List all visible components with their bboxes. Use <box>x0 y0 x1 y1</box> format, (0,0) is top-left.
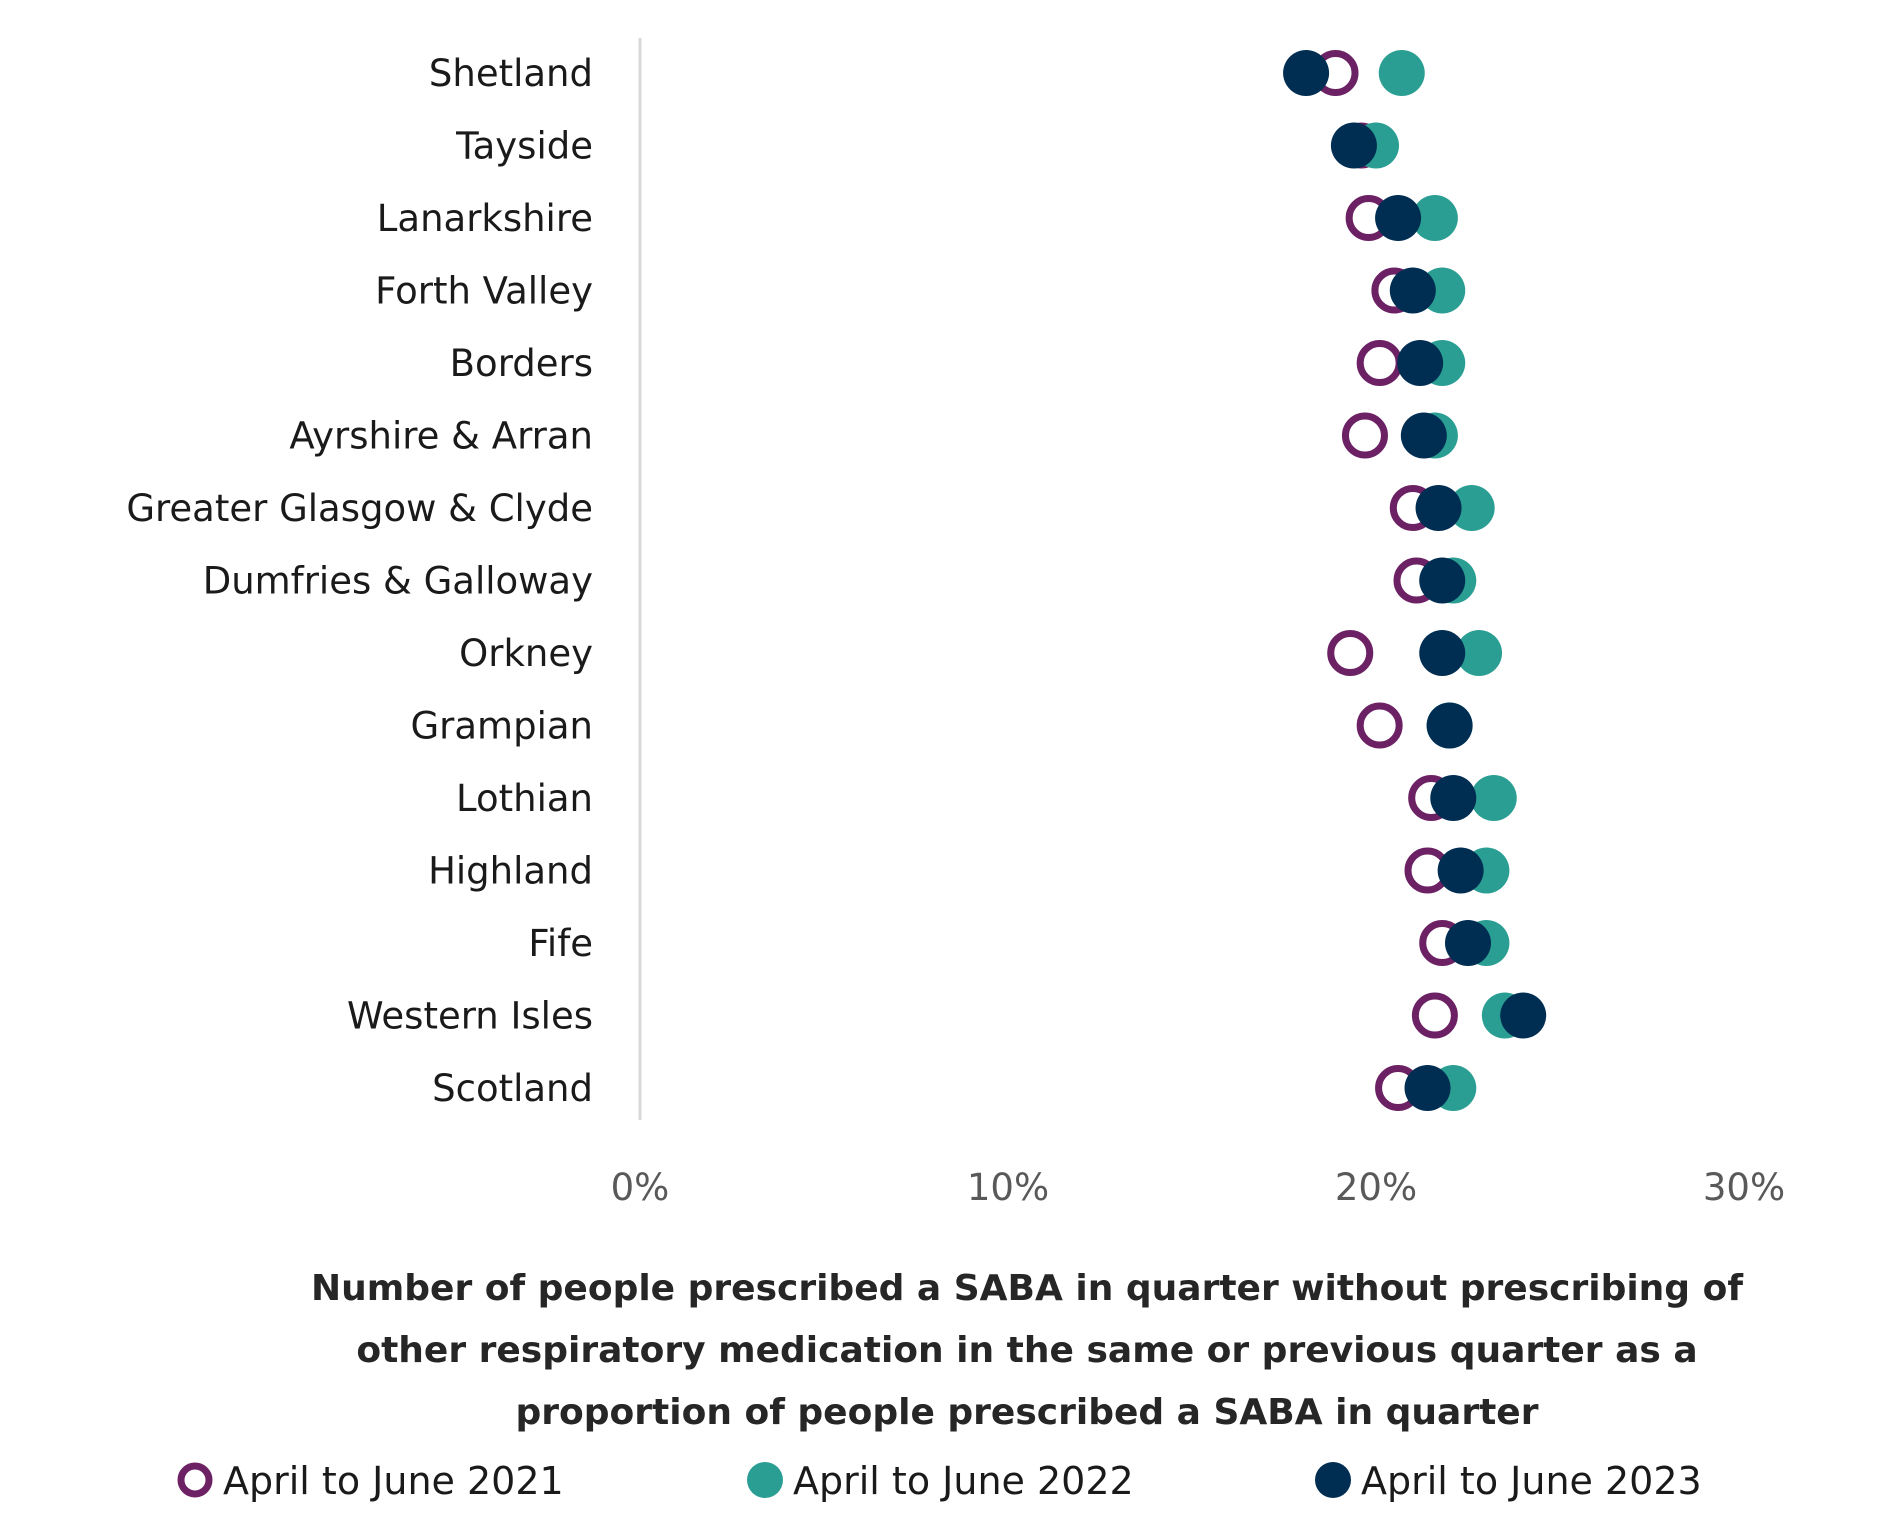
data-point-2023 <box>1437 847 1484 894</box>
category-label: Grampian <box>411 705 594 748</box>
category-label: Scotland <box>432 1067 593 1110</box>
category-label: Western Isles <box>347 995 593 1038</box>
x-tick-label: 0% <box>611 1166 670 1209</box>
category-label: Fife <box>528 922 593 965</box>
x-tick-label: 30% <box>1703 1166 1785 1209</box>
data-point-2021 <box>1411 992 1458 1039</box>
category-label: Shetland <box>429 52 593 95</box>
data-point-2023 <box>1430 775 1477 821</box>
x-tick-label: 20% <box>1335 1166 1417 1209</box>
category-label: Orkney <box>459 632 593 675</box>
x-tick-label: 10% <box>967 1166 1049 1209</box>
legend-marker-ring <box>177 1462 213 1498</box>
data-point-2023 <box>1419 557 1466 604</box>
x-axis-title-line: other respiratory medication in the same… <box>356 1330 1697 1371</box>
legend-label: April to June 2021 <box>223 1459 564 1503</box>
data-point-2023 <box>1400 412 1447 459</box>
category-label: Lanarkshire <box>377 197 593 240</box>
category-label: Lothian <box>456 777 593 820</box>
data-point-2022 <box>1448 485 1495 531</box>
category-label: Tayside <box>455 125 593 168</box>
data-point-2022 <box>1470 775 1517 821</box>
data-point-2022 <box>1456 630 1503 676</box>
x-axis-title-line: proportion of people prescribed a SABA i… <box>516 1392 1539 1433</box>
data-point-2022 <box>1378 50 1425 96</box>
data-point-2023 <box>1445 920 1491 966</box>
data-point-2021 <box>1356 340 1403 386</box>
category-label: Forth Valley <box>375 270 593 313</box>
data-point-2021 <box>1356 702 1403 749</box>
data-point-2023 <box>1426 702 1473 749</box>
data-point-2023 <box>1404 1065 1451 1111</box>
data-point-2023 <box>1415 485 1462 531</box>
category-label: Highland <box>428 850 593 893</box>
data-point-2023 <box>1375 195 1422 241</box>
data-point-2023 <box>1283 50 1330 96</box>
data-point-2023 <box>1500 992 1547 1039</box>
legend-label: April to June 2022 <box>793 1459 1134 1503</box>
x-axis-title-line: Number of people prescribed a SABA in qu… <box>311 1268 1743 1309</box>
data-point-2021 <box>1327 630 1374 676</box>
category-label: Dumfries & Galloway <box>203 560 593 603</box>
data-point-2022 <box>1411 195 1458 241</box>
legend-marker-dot <box>747 1462 783 1498</box>
data-point-2021 <box>1341 412 1388 459</box>
legend-marker-dot <box>1315 1462 1351 1498</box>
category-label: Greater Glasgow & Clyde <box>126 487 593 530</box>
data-point-2023 <box>1419 630 1466 676</box>
category-label: Borders <box>450 342 593 385</box>
legend-label: April to June 2023 <box>1361 1459 1702 1503</box>
category-label: Ayrshire & Arran <box>289 415 593 458</box>
data-point-2023 <box>1397 340 1444 386</box>
data-point-2023 <box>1330 122 1377 169</box>
data-point-2023 <box>1389 267 1436 314</box>
